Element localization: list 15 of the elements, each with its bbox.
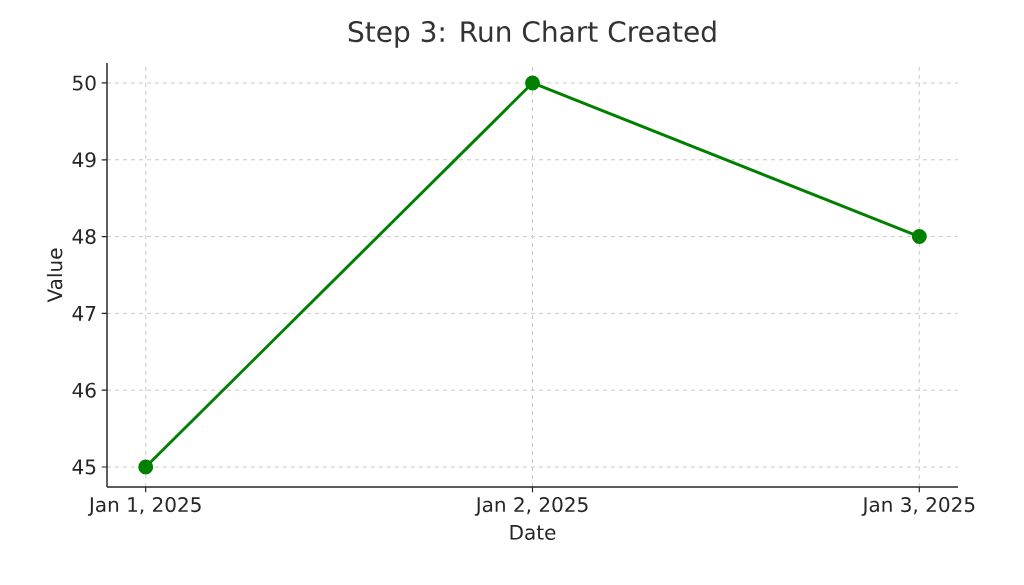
y-tick-label: 48 — [72, 229, 96, 245]
point — [138, 459, 154, 475]
y-tick-label: 45 — [72, 459, 96, 475]
y-axis-title: Value — [46, 248, 63, 303]
point — [911, 229, 927, 245]
y-tick-label: 46 — [72, 382, 96, 398]
y-tick-label: 47 — [72, 306, 96, 321]
x-axis-title: Date — [510, 525, 556, 540]
x-tick-label: Jan 2, 2025 — [474, 497, 588, 516]
x-tick-label: Jan 1, 2025 — [87, 497, 201, 516]
y-tick-label: 50 — [73, 75, 96, 91]
y-tick-label: 49 — [72, 152, 96, 168]
point — [525, 75, 540, 91]
chart-title: Step 3: Run Chart Created — [348, 20, 716, 48]
x-tick-label: Jan 3, 2025 — [861, 497, 975, 516]
